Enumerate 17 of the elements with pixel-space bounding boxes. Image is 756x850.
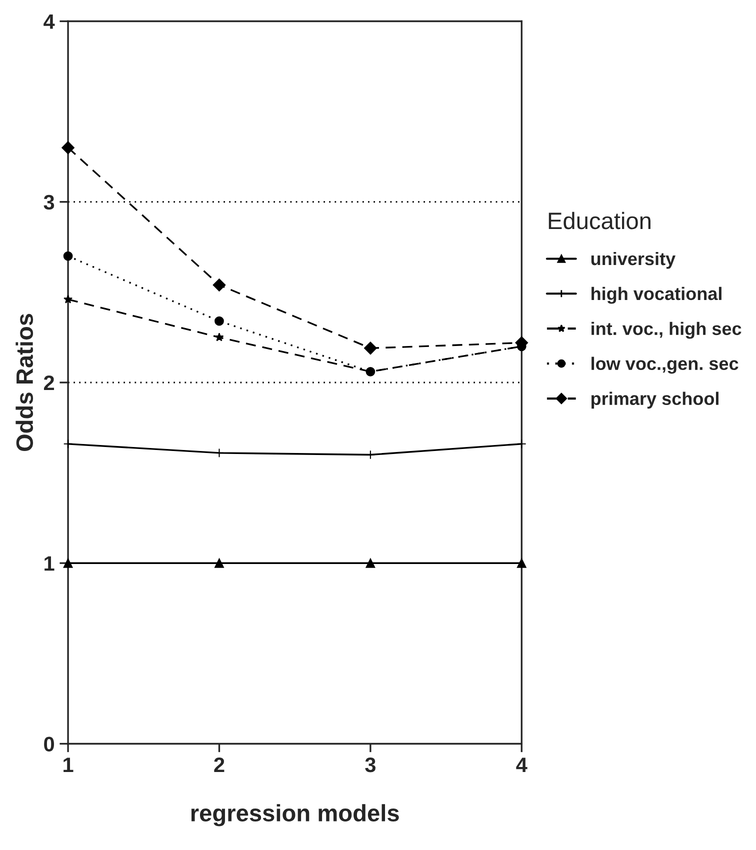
x-tick-label: 4 [516,758,528,772]
x-tick-label: 3 [365,757,376,772]
x-tick-label: 1 [64,758,74,772]
y-axis-title: Odds Ratios [16,314,34,452]
legend-label: high vocational [592,286,722,304]
y-tick-label: 3 [44,194,54,210]
legend-label: primary school [591,392,718,409]
y-tick-label: 0 [44,736,54,752]
x-axis-title: regression models [191,804,399,826]
x-tick-label: 2 [214,757,224,772]
y-tick-label: 2 [44,376,54,390]
legend-label: int. voc., high sec [592,322,742,339]
legend-label: low voc.,gen. sec [592,356,738,374]
y-tick-label: 1 [44,556,54,571]
legend-label: university [591,252,676,269]
legend-title: Education [548,212,650,230]
y-tick-label: 4 [44,14,55,29]
